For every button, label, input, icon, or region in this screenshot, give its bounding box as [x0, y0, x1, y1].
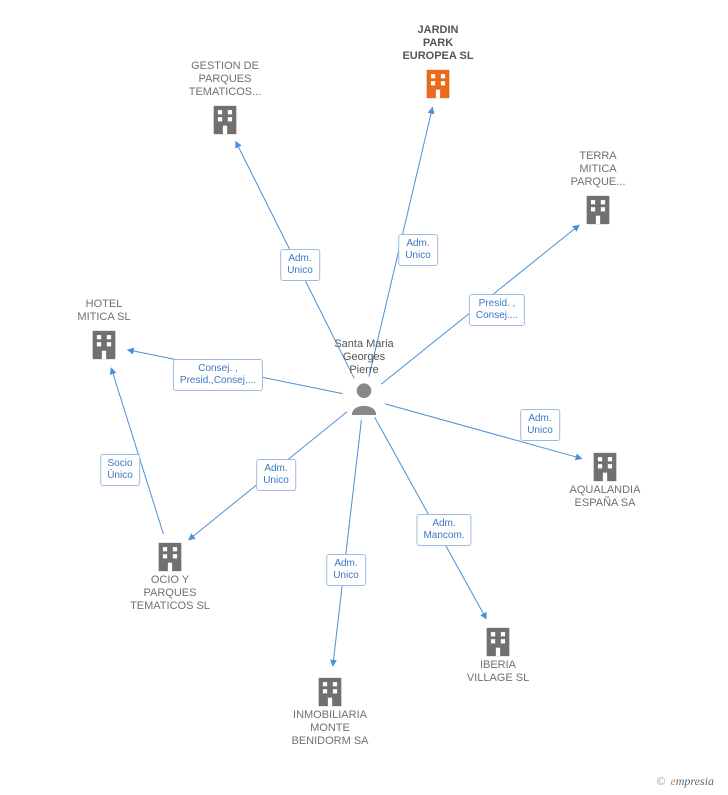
- edge-label-terra: Presid. , Consej....: [469, 294, 525, 326]
- brand-rest: mpresia: [676, 774, 714, 788]
- edge-label-ocio: Adm. Unico: [256, 459, 296, 491]
- copyright-symbol: ©: [656, 774, 665, 788]
- company-label: GESTION DE PARQUES TEMATICOS...: [165, 60, 285, 99]
- company-node-ocio[interactable]: OCIO Y PARQUES TEMATICOS SL: [110, 536, 230, 613]
- company-label: JARDIN PARK EUROPEA SL: [378, 24, 498, 63]
- company-node-jardin[interactable]: JARDIN PARK EUROPEA SL: [378, 24, 498, 101]
- company-label: INMOBILIARIA MONTE BENIDORM SA: [270, 709, 390, 748]
- edge-line-ocio-hotel: [111, 368, 163, 534]
- center-person-label: Santa Maria Georges Pierre: [304, 338, 424, 377]
- company-label: AQUALANDIA ESPAÑA SA: [545, 484, 665, 510]
- building-icon: [165, 103, 285, 137]
- edge-label-inmobiliaria: Adm. Unico: [326, 554, 366, 586]
- edge-label-iberia: Adm. Mancom.: [416, 514, 471, 546]
- company-node-terra[interactable]: TERRA MITICA PARQUE...: [538, 150, 658, 227]
- building-icon: [110, 540, 230, 574]
- company-node-aqualandia[interactable]: AQUALANDIA ESPAÑA SA: [545, 446, 665, 510]
- building-icon: [545, 450, 665, 484]
- person-icon: [304, 381, 424, 415]
- center-person-node[interactable]: Santa Maria Georges Pierre: [304, 338, 424, 415]
- edge-label-jardin: Adm. Unico: [398, 234, 438, 266]
- company-label: IBERIA VILLAGE SL: [438, 659, 558, 685]
- edge-label-ocio-hotel: Socio Único: [100, 454, 140, 486]
- company-node-gestion[interactable]: GESTION DE PARQUES TEMATICOS...: [165, 60, 285, 137]
- company-node-iberia[interactable]: IBERIA VILLAGE SL: [438, 621, 558, 685]
- edge-label-gestion: Adm. Unico: [280, 249, 320, 281]
- company-node-hotel[interactable]: HOTEL MITICA SL: [44, 298, 164, 362]
- diagram-canvas: Santa Maria Georges Pierre JARDIN PARK EU…: [0, 0, 728, 795]
- footer-attribution: © empresia: [656, 774, 714, 789]
- building-icon: [270, 675, 390, 709]
- company-label: TERRA MITICA PARQUE...: [538, 150, 658, 189]
- building-icon: [378, 67, 498, 101]
- company-node-inmobiliaria[interactable]: INMOBILIARIA MONTE BENIDORM SA: [270, 671, 390, 748]
- edge-line-inmobiliaria: [333, 420, 362, 666]
- edge-label-aqualandia: Adm. Unico: [520, 409, 560, 441]
- building-icon: [538, 193, 658, 227]
- edge-label-hotel: Consej. , Presid.,Consej....: [173, 359, 263, 391]
- company-label: HOTEL MITICA SL: [44, 298, 164, 324]
- building-icon: [438, 625, 558, 659]
- company-label: OCIO Y PARQUES TEMATICOS SL: [110, 574, 230, 613]
- building-icon: [44, 328, 164, 362]
